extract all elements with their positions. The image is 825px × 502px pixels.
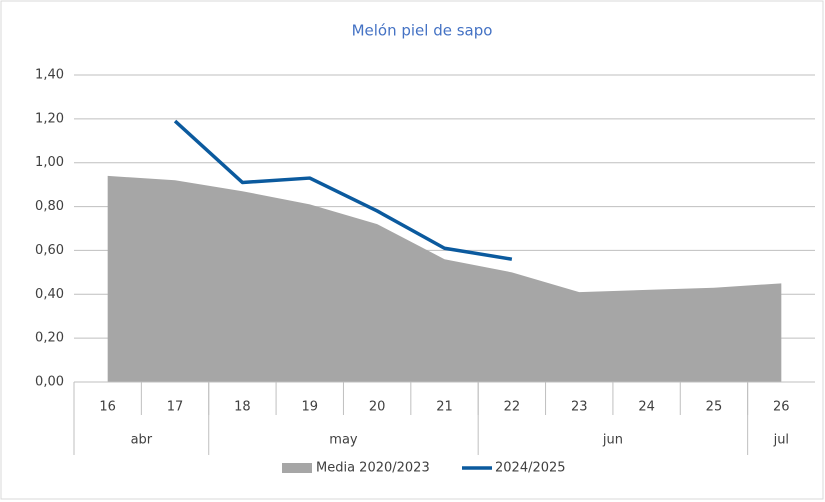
- month-label: may: [329, 433, 358, 448]
- y-tick-label: 1,20: [35, 111, 64, 126]
- legend-swatch: [282, 463, 312, 473]
- y-tick-label: 1,00: [35, 155, 64, 170]
- y-tick-label: 0,00: [35, 375, 64, 390]
- x-tick-label: 19: [301, 400, 318, 415]
- x-tick-label: 22: [504, 400, 521, 415]
- x-tick-label: 17: [167, 400, 184, 415]
- y-tick-label: 0,40: [35, 287, 64, 302]
- x-tick-label: 21: [436, 400, 453, 415]
- x-tick-label: 26: [773, 400, 790, 415]
- y-tick-label: 0,80: [35, 199, 64, 214]
- line: [173, 119, 513, 261]
- x-tick-label: 23: [571, 400, 588, 415]
- area: [107, 175, 782, 382]
- legend-label: 2024/2025: [495, 461, 566, 476]
- month-label: jul: [773, 433, 789, 448]
- x-tick-label: 24: [638, 400, 655, 415]
- x-tick-label: 18: [234, 400, 251, 415]
- month-label: abr: [131, 433, 153, 448]
- x-tick-label: 20: [369, 400, 386, 415]
- x-tick-label: 16: [99, 400, 116, 415]
- x-tick-label: 25: [706, 400, 723, 415]
- month-label: jun: [602, 433, 623, 448]
- y-tick-label: 1,40: [35, 68, 64, 83]
- chart-title: Melón piel de sapo: [352, 22, 493, 40]
- y-tick-label: 0,20: [35, 331, 64, 346]
- legend-label: Media 2020/2023: [316, 461, 430, 476]
- y-tick-label: 0,60: [35, 243, 64, 258]
